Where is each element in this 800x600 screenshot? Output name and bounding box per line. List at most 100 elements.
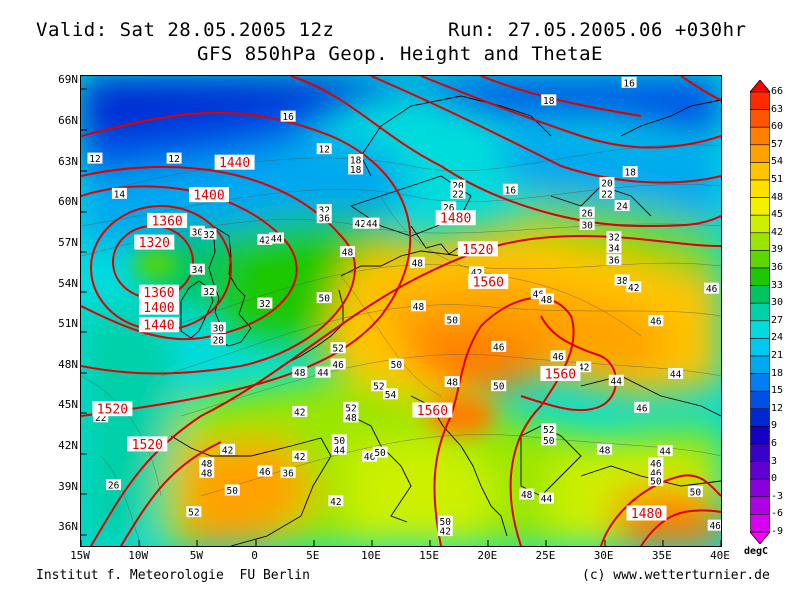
- thetae-label: 50: [388, 358, 404, 371]
- colorbar-cell: [750, 302, 770, 322]
- thetae-label: 14: [111, 187, 127, 200]
- svg-text:16: 16: [282, 112, 294, 123]
- colorbar-cell: [750, 232, 770, 251]
- svg-text:46: 46: [650, 317, 662, 328]
- colorbar-cell: [750, 373, 770, 392]
- height-label: 1360: [138, 284, 179, 301]
- svg-text:32: 32: [608, 233, 619, 244]
- colorbar-cell: [750, 214, 770, 234]
- colorbar-label: 51: [771, 174, 784, 185]
- thetae-label: 48: [343, 411, 359, 424]
- colorbar-label: 27: [771, 314, 784, 326]
- colorbar-label: 33: [771, 279, 784, 291]
- svg-text:46: 46: [259, 467, 271, 478]
- thetae-label: 18: [348, 163, 364, 176]
- svg-text:44: 44: [670, 369, 682, 380]
- thetae-label: 30: [210, 321, 226, 334]
- thetae-label: 44: [315, 366, 331, 379]
- svg-text:16: 16: [505, 185, 517, 196]
- colorbar-unit: degC: [744, 546, 769, 557]
- thetae-label: 42: [626, 281, 642, 294]
- svg-text:1560: 1560: [417, 404, 448, 419]
- thetae-label: 20: [450, 179, 466, 192]
- thetae-label: 48: [409, 256, 425, 269]
- colorbar-label: 36: [771, 262, 784, 273]
- thetae-label: 46: [491, 340, 507, 353]
- svg-text:1320: 1320: [139, 236, 170, 251]
- thetae-label: 46: [648, 315, 664, 328]
- colorbar-label: 0: [771, 473, 778, 485]
- thetae-label: 28: [210, 334, 226, 347]
- svg-text:32: 32: [203, 287, 214, 298]
- svg-text:48: 48: [446, 378, 458, 389]
- svg-text:48: 48: [345, 413, 357, 424]
- thetae-label: 48: [339, 246, 355, 259]
- thetae-label: 46: [648, 466, 664, 479]
- colorbar-cell: [750, 390, 770, 410]
- colorbar-label: -3: [771, 490, 784, 502]
- thetae-label: 46: [634, 401, 650, 414]
- thetae-label: 42: [328, 495, 344, 508]
- svg-text:20: 20: [452, 181, 464, 192]
- height-label: 1440: [214, 154, 255, 171]
- thetae-label: 48: [199, 457, 215, 470]
- weather-map[interactable]: 16 12 12 12 14 18 18 20 22 26 16 18 16 18 20 22 24 26 30 32…: [80, 75, 722, 547]
- colorbar-label: 18: [771, 367, 784, 379]
- svg-text:32: 32: [203, 230, 214, 241]
- colorbar-label: 3: [771, 455, 778, 467]
- thetae-label: 24: [614, 200, 630, 213]
- copyright-link[interactable]: (c) www.wetterturnier.de: [582, 568, 770, 583]
- svg-text:22: 22: [95, 413, 106, 424]
- svg-text:52: 52: [373, 382, 384, 393]
- thetae-label: 44: [608, 374, 624, 387]
- svg-text:30: 30: [213, 323, 225, 334]
- svg-text:22: 22: [452, 189, 463, 200]
- thetae-label: 46: [362, 450, 378, 463]
- colorbar-cell: [750, 197, 770, 216]
- svg-text:1520: 1520: [97, 403, 128, 418]
- colorbar: [750, 80, 770, 544]
- colorbar-cell: [750, 426, 770, 445]
- svg-text:18: 18: [350, 155, 362, 166]
- thetae-label: 42: [576, 361, 592, 374]
- svg-text:48: 48: [599, 445, 611, 456]
- svg-text:44: 44: [366, 219, 378, 230]
- thetae-label: 18: [541, 94, 557, 107]
- thetae-label: 44: [331, 443, 347, 456]
- longitude-label: 0: [251, 549, 258, 562]
- thetae-label: 42: [292, 450, 308, 463]
- thetae-label: 26: [579, 206, 595, 219]
- thetae-label: 50: [491, 380, 507, 393]
- colorbar-label: -6: [771, 508, 784, 520]
- svg-text:22: 22: [601, 189, 612, 200]
- svg-text:50: 50: [650, 476, 662, 487]
- svg-text:46: 46: [706, 284, 718, 295]
- thetae-label: 42: [469, 266, 485, 279]
- svg-text:44: 44: [659, 447, 671, 458]
- thetae-label: 46: [707, 519, 721, 532]
- svg-text:44: 44: [317, 368, 329, 379]
- thetae-label: 50: [648, 474, 664, 487]
- longitude-label: 5W: [189, 549, 203, 562]
- colorbar-label: 12: [771, 402, 784, 414]
- colorbar-cell: [750, 162, 770, 181]
- svg-text:46: 46: [552, 352, 564, 363]
- colorbar-label: -9: [771, 526, 784, 537]
- svg-text:50: 50: [391, 360, 403, 371]
- thetae-label: 32: [201, 228, 217, 241]
- svg-text:52: 52: [188, 508, 199, 519]
- colorbar-cell: [750, 144, 770, 163]
- thetae-label: 34: [189, 263, 205, 276]
- latitude-label: 51N: [58, 317, 78, 331]
- svg-text:30: 30: [581, 220, 593, 231]
- height-label: 1360: [147, 212, 188, 229]
- thetae-label: 44: [364, 217, 380, 230]
- svg-text:36: 36: [318, 214, 330, 225]
- latitude-label: 66N: [58, 114, 78, 128]
- latitude-label: 42N: [58, 439, 78, 453]
- svg-text:50: 50: [493, 382, 505, 393]
- thetae-shading: [81, 76, 721, 546]
- longitude-label: 40E: [710, 549, 730, 562]
- latitude-label: 39N: [58, 479, 78, 493]
- thetae-label: 12: [316, 143, 332, 156]
